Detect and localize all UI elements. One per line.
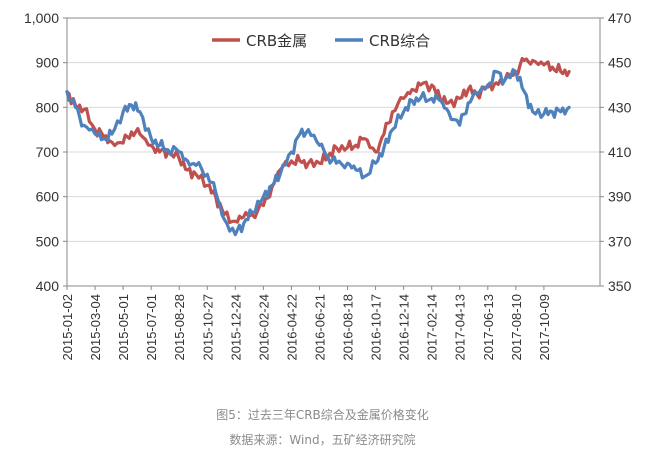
x-tick-label: 2016-06-21	[313, 294, 328, 361]
left-tick-label: 700	[36, 144, 60, 160]
x-tick-label: 2016-04-22	[284, 294, 299, 361]
right-tick-label: 370	[608, 233, 632, 249]
legend-label: CRB综合	[369, 32, 430, 50]
x-tick-label: 2015-05-01	[116, 294, 131, 361]
x-tick-label: 2016-10-17	[369, 294, 384, 361]
right-tick-label: 450	[608, 55, 632, 71]
left-tick-label: 1,000	[24, 10, 59, 26]
right-tick-label: 410	[608, 144, 632, 160]
x-tick-label: 2015-03-04	[88, 294, 103, 361]
series-line-crb-composite	[65, 68, 571, 237]
x-tick-label: 2015-12-24	[228, 294, 243, 361]
x-tick-label: 2017-04-13	[453, 294, 468, 361]
legend-label: CRB金属	[246, 32, 307, 50]
right-axis: 470 450 430 410 390 370 350	[600, 10, 632, 294]
x-tick-label: 2015-01-02	[60, 294, 75, 361]
legend: CRB金属 CRB综合	[212, 32, 430, 50]
left-tick-label: 600	[36, 189, 60, 205]
left-tick-label: 900	[36, 55, 60, 71]
x-tick-label: 2017-06-13	[481, 294, 496, 361]
series-layer	[65, 56, 571, 237]
right-tick-label: 430	[608, 99, 632, 115]
x-tick-label: 2015-10-27	[200, 294, 215, 361]
x-tick-label: 2016-02-24	[256, 294, 271, 361]
figure-caption: 图5：过去三年CRB综合及金属价格变化	[216, 408, 429, 422]
x-axis: 2015-01-02 2015-03-04 2015-05-01 2015-07-01…	[60, 286, 552, 361]
x-tick-label: 2017-08-10	[509, 294, 524, 361]
data-source-caption: 数据来源：Wind，五矿经济研究院	[229, 433, 416, 447]
right-tick-label: 470	[608, 10, 632, 26]
x-tick-label: 2016-08-18	[341, 294, 356, 361]
left-tick-label: 800	[36, 99, 60, 115]
x-tick-label: 2017-02-14	[425, 294, 440, 361]
right-tick-label: 350	[608, 278, 632, 294]
left-tick-label: 400	[36, 278, 60, 294]
series-line-crb-metals	[65, 56, 571, 225]
x-tick-label: 2016-12-14	[397, 294, 412, 361]
x-tick-label: 2017-10-09	[537, 294, 552, 361]
left-tick-label: 500	[36, 233, 60, 249]
left-axis: 1,000 900 800 700 600 500 400	[24, 10, 67, 294]
right-tick-label: 390	[608, 189, 632, 205]
x-tick-label: 2015-08-28	[172, 294, 187, 361]
x-tick-label: 2015-07-01	[144, 294, 159, 361]
chart: 1,000 900 800 700 600 500 400 470 450 430 410 390 3…	[24, 10, 632, 361]
